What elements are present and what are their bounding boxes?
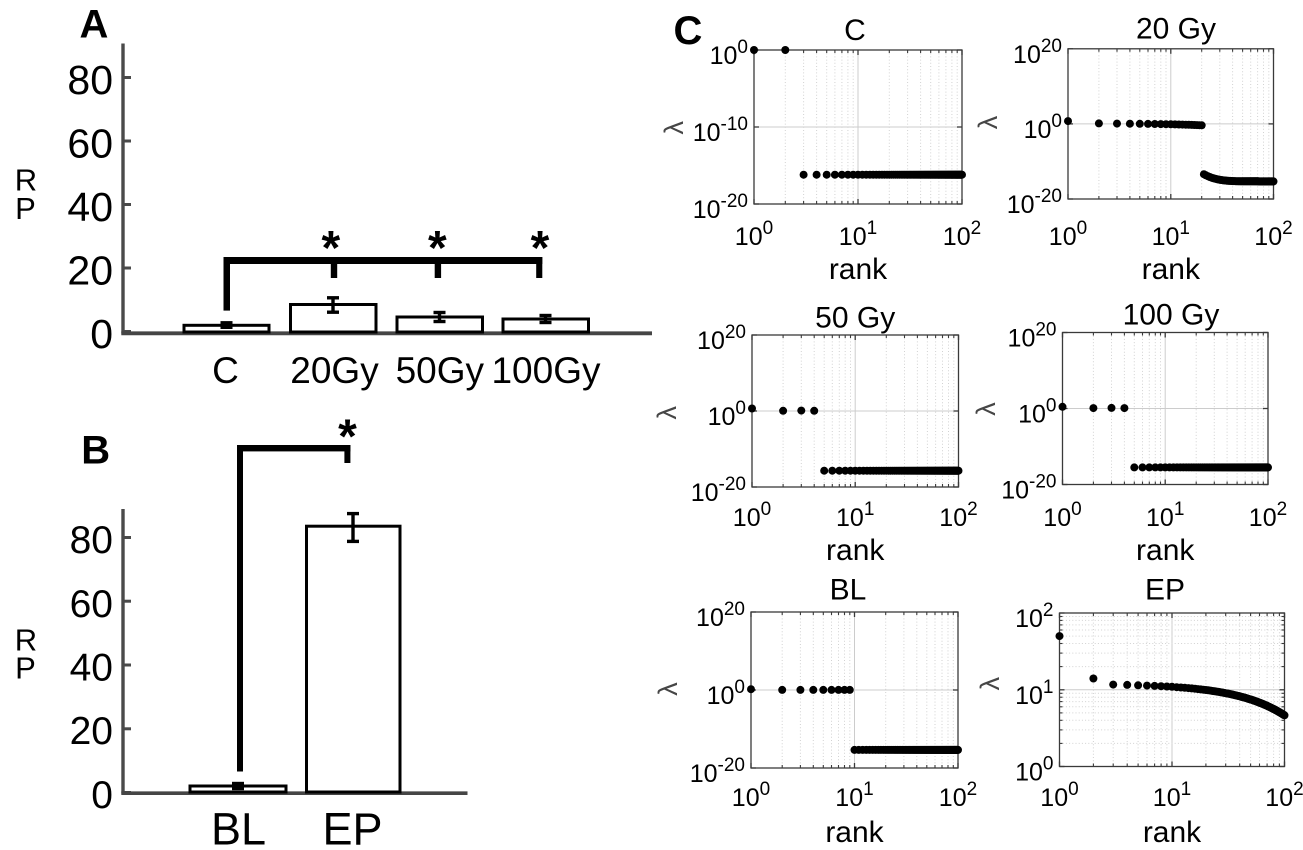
svg-text:rank: rank	[826, 534, 885, 567]
svg-text:20 Gy: 20 Gy	[1136, 13, 1216, 46]
svg-text:C: C	[212, 350, 239, 391]
svg-text:λ: λ	[659, 121, 689, 135]
svg-text:80: 80	[70, 519, 113, 562]
svg-text:80: 80	[67, 57, 113, 103]
svg-text:100: 100	[710, 37, 748, 70]
svg-text:20: 20	[67, 248, 113, 294]
svg-text:60: 60	[67, 121, 113, 167]
svg-text:50Gy: 50Gy	[396, 350, 485, 391]
svg-text:*: *	[531, 222, 550, 275]
svg-text:λ: λ	[973, 115, 1003, 129]
svg-text:rank: rank	[829, 253, 888, 286]
svg-text:*: *	[321, 222, 340, 275]
svg-text:40: 40	[70, 647, 113, 690]
svg-text:EP: EP	[322, 804, 382, 850]
svg-text:A: A	[80, 3, 109, 47]
svg-text:60: 60	[70, 583, 113, 626]
svg-text:R: R	[15, 162, 37, 197]
svg-text:101: 101	[1153, 779, 1191, 812]
svg-text:λ: λ	[652, 405, 682, 419]
svg-text:rank: rank	[1143, 816, 1202, 849]
svg-text:*: *	[428, 222, 447, 275]
svg-text:20Gy: 20Gy	[290, 350, 379, 391]
svg-text:EP: EP	[1145, 574, 1185, 607]
svg-text:0: 0	[90, 311, 113, 357]
svg-text:λ: λ	[653, 682, 683, 696]
svg-text:P: P	[15, 651, 36, 686]
svg-text:C: C	[674, 9, 703, 53]
svg-text:50 Gy: 50 Gy	[815, 302, 895, 335]
svg-text:B: B	[81, 428, 110, 472]
svg-text:rank: rank	[1136, 534, 1195, 567]
svg-text:BL: BL	[830, 574, 867, 607]
svg-text:20: 20	[70, 710, 113, 753]
svg-text:BL: BL	[211, 804, 266, 850]
svg-text:100Gy: 100Gy	[491, 350, 601, 391]
svg-text:C: C	[844, 14, 866, 47]
svg-text:100 Gy: 100 Gy	[1123, 299, 1220, 332]
svg-text:*: *	[338, 411, 357, 464]
svg-text:0: 0	[91, 774, 113, 817]
svg-text:rank: rank	[825, 816, 884, 849]
svg-text:40: 40	[67, 184, 113, 230]
svg-text:100: 100	[1024, 111, 1062, 144]
svg-text:R: R	[15, 623, 37, 658]
svg-text:rank: rank	[1142, 253, 1201, 286]
svg-text:λ: λ	[971, 402, 1001, 416]
svg-text:P: P	[15, 191, 36, 226]
svg-text:101: 101	[1146, 499, 1184, 532]
svg-text:λ: λ	[975, 676, 1005, 690]
